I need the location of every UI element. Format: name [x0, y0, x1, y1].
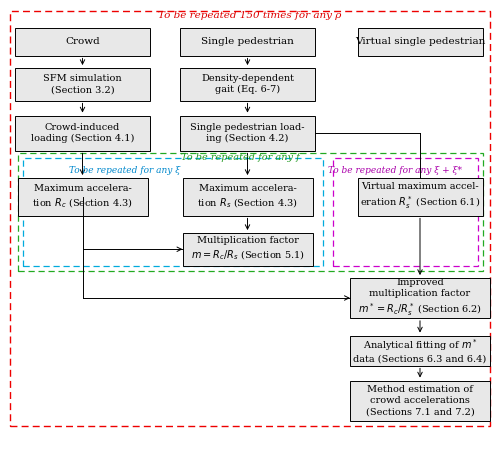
FancyBboxPatch shape: [350, 336, 490, 366]
FancyBboxPatch shape: [180, 68, 315, 101]
Text: Single pedestrian load-
ing (Section 4.2): Single pedestrian load- ing (Section 4.2…: [190, 123, 305, 143]
Text: Crowd: Crowd: [65, 37, 100, 46]
Text: Maximum accelera-
tion $R_s$ (Section 4.3): Maximum accelera- tion $R_s$ (Section 4.…: [197, 184, 298, 210]
FancyBboxPatch shape: [15, 28, 150, 56]
Bar: [18, 153, 482, 271]
Text: Virtual maximum accel-
eration $R_s^*$ (Section 6.1): Virtual maximum accel- eration $R_s^*$ (…: [360, 182, 480, 212]
Text: Density-dependent
gait (Eq. 6-7): Density-dependent gait (Eq. 6-7): [201, 74, 294, 95]
FancyBboxPatch shape: [18, 178, 148, 215]
FancyBboxPatch shape: [358, 178, 482, 215]
FancyBboxPatch shape: [180, 116, 315, 151]
Text: Virtual single pedestrian: Virtual single pedestrian: [355, 37, 485, 46]
Text: To be repeated for any ξ: To be repeated for any ξ: [70, 166, 180, 175]
Text: Improved
multiplication factor
$m^* = R_c/R_s^*$ (Section 6.2): Improved multiplication factor $m^* = R_…: [358, 278, 482, 318]
Text: Multiplication factor
$m = R_c/R_s$ (Section 5.1): Multiplication factor $m = R_c/R_s$ (Sec…: [190, 236, 304, 262]
Text: Maximum accelera-
tion $R_c$ (Section 4.3): Maximum accelera- tion $R_c$ (Section 4.…: [32, 184, 133, 210]
FancyBboxPatch shape: [180, 28, 315, 56]
FancyBboxPatch shape: [350, 380, 490, 421]
Text: To be repeated 150 times for any ρ: To be repeated 150 times for any ρ: [158, 11, 342, 20]
Text: To be repeated for any ξ + ξ*: To be repeated for any ξ + ξ*: [328, 166, 462, 175]
FancyBboxPatch shape: [358, 28, 482, 56]
FancyBboxPatch shape: [182, 233, 312, 265]
Bar: [332, 158, 478, 265]
Text: Single pedestrian: Single pedestrian: [201, 37, 294, 46]
Bar: [22, 158, 322, 265]
Text: SFM simulation
(Section 3.2): SFM simulation (Section 3.2): [43, 74, 122, 94]
FancyBboxPatch shape: [350, 278, 490, 318]
Bar: [10, 10, 490, 425]
FancyBboxPatch shape: [182, 178, 312, 215]
Text: Crowd-induced
loading (Section 4.1): Crowd-induced loading (Section 4.1): [31, 123, 134, 143]
Text: Analytical fitting of $m^*$
data (Sections 6.3 and 6.4): Analytical fitting of $m^*$ data (Sectio…: [354, 337, 486, 364]
FancyBboxPatch shape: [15, 68, 150, 101]
Text: Method estimation of
crowd accelerations
(Sections 7.1 and 7.2): Method estimation of crowd accelerations…: [366, 385, 474, 416]
FancyBboxPatch shape: [15, 116, 150, 151]
Text: To be repeated for any f: To be repeated for any f: [180, 153, 300, 161]
